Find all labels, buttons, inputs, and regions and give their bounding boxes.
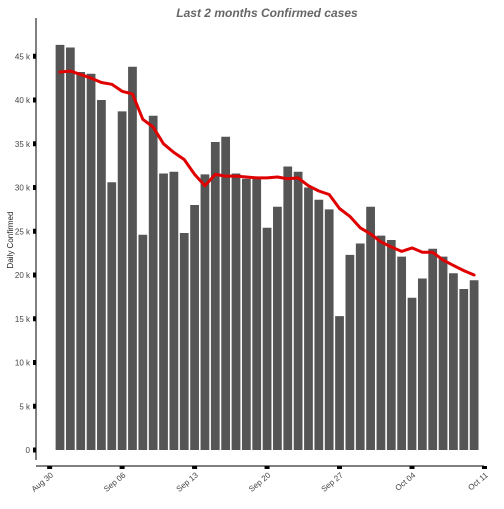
x-tick-mark [337, 466, 343, 469]
x-tick-label: Sep 20 [247, 470, 273, 494]
y-tick-label: 20 k [15, 271, 31, 280]
x-tick-label: Oct 04 [393, 470, 417, 492]
y-tick-mark [33, 97, 36, 103]
y-tick-mark [33, 316, 36, 322]
bar [190, 205, 199, 450]
y-tick-mark [33, 360, 36, 365]
bar [314, 199, 324, 450]
y-tick-mark [33, 53, 36, 59]
bar [417, 278, 427, 450]
bar [459, 289, 469, 450]
bar [179, 233, 189, 450]
x-tick-mark [264, 466, 270, 469]
bar [366, 206, 375, 450]
y-tick-label: 0 [26, 446, 31, 455]
y-tick-mark [33, 228, 36, 234]
bar [304, 187, 313, 450]
bar [335, 316, 344, 450]
x-tick-mark [47, 466, 53, 469]
y-tick-mark [33, 403, 36, 409]
chart-title: Last 2 months Confirmed cases [176, 6, 358, 20]
bar [438, 256, 448, 450]
x-tick-label: Sep 06 [102, 470, 128, 494]
bar [345, 254, 355, 450]
bar [324, 209, 334, 450]
y-tick-mark [33, 447, 36, 453]
bar [397, 256, 407, 450]
x-axis-ticks: Aug 30 Sep 06 Sep 13 Sep 20 Sep 27 Oct 04 Oct … [30, 466, 490, 494]
bar [107, 182, 117, 450]
bar [55, 44, 65, 450]
y-tick-label: 35 k [15, 140, 31, 149]
bar [355, 243, 365, 450]
bar-series [55, 44, 479, 450]
x-tick-label: Sep 13 [175, 470, 201, 494]
moving-average-line [58, 69, 476, 277]
bar [97, 100, 106, 450]
bar [76, 72, 86, 450]
bar [148, 115, 158, 450]
x-tick-mark [192, 466, 198, 469]
y-axis-label: Daily Confirmed [6, 212, 15, 269]
bar [200, 174, 210, 450]
y-tick-mark [33, 141, 36, 147]
bar [159, 173, 168, 450]
y-tick-label: 45 k [15, 52, 31, 61]
bar [221, 136, 231, 450]
bar [241, 178, 251, 450]
bar [169, 171, 179, 450]
x-tick-label: Oct 11 [466, 470, 490, 492]
x-tick-mark [481, 466, 487, 469]
bar [262, 227, 272, 450]
y-tick-label: 25 k [15, 227, 31, 236]
x-tick-label: Sep 27 [320, 470, 346, 494]
y-tick-mark [33, 272, 36, 278]
bar [138, 234, 148, 450]
bar [86, 73, 96, 450]
bar [469, 280, 479, 450]
bar [117, 111, 127, 450]
y-tick-mark [33, 185, 36, 190]
bar [252, 177, 262, 450]
y-tick-label: 5 k [19, 402, 31, 411]
x-tick-mark [119, 466, 125, 469]
bar [273, 206, 282, 450]
bar [386, 240, 396, 450]
bar [283, 166, 293, 450]
bar [376, 235, 386, 450]
bar [210, 142, 220, 450]
bar [231, 173, 241, 450]
bar [449, 273, 458, 450]
bar [65, 47, 75, 450]
y-tick-label: 10 k [15, 359, 31, 368]
bar [428, 248, 438, 450]
bar [407, 297, 417, 450]
bar [293, 171, 303, 450]
x-tick-mark [409, 466, 415, 469]
y-tick-label: 40 k [15, 96, 31, 105]
bar [128, 66, 137, 450]
y-tick-label: 30 k [15, 184, 31, 193]
x-tick-label: Aug 30 [30, 470, 56, 494]
y-axis-ticks: 0 5 k 10 k 15 k 20 k 25 k 30 k 35 k 40 k 45 k [15, 52, 36, 455]
y-tick-label: 15 k [15, 315, 31, 324]
